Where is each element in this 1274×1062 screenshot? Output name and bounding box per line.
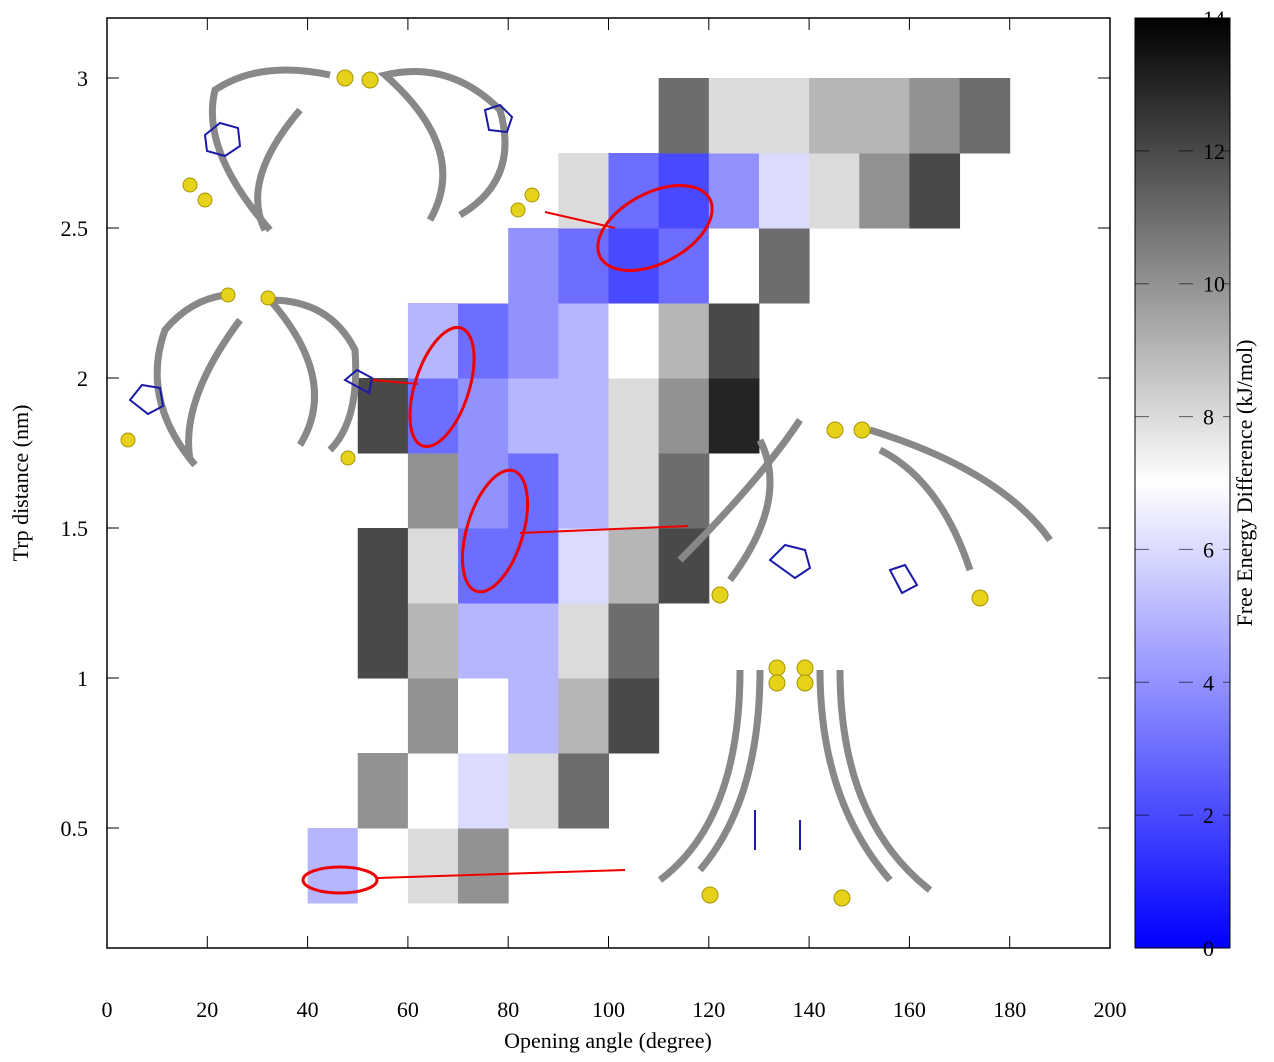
- cell: [659, 78, 710, 154]
- cell: [458, 378, 509, 454]
- cell: [558, 453, 609, 529]
- cell: [558, 603, 609, 679]
- cell: [458, 228, 509, 304]
- cell: [508, 603, 559, 679]
- cell: [609, 678, 660, 754]
- colorbar-tick-label: 8: [1203, 405, 1214, 430]
- cell: [809, 153, 860, 229]
- colorbar-tick-label: 0: [1203, 936, 1214, 961]
- y-tick-label: 3: [77, 66, 88, 91]
- colorbar-tick-label: 2: [1203, 803, 1214, 828]
- cell: [759, 228, 810, 304]
- x-tick-label: 40: [297, 997, 319, 1022]
- y-tick-label: 0.5: [61, 816, 89, 841]
- cell: [709, 78, 760, 154]
- cell: [909, 153, 960, 229]
- cell: [358, 753, 409, 829]
- cell: [558, 678, 609, 754]
- cell: [558, 753, 609, 829]
- cell: [408, 528, 459, 604]
- cell: [408, 828, 459, 904]
- x-tick-label: 100: [592, 997, 625, 1022]
- cell: [408, 753, 459, 829]
- colorbar-tick-label: 6: [1203, 537, 1214, 562]
- y-tick-label: 2.5: [61, 216, 89, 241]
- cell: [558, 378, 609, 454]
- cell: [709, 303, 760, 379]
- chart: Opening angle (degree) Trp distance (nm)…: [0, 0, 1274, 1057]
- cell: [508, 528, 559, 604]
- x-axis-label: Opening angle (degree): [504, 1028, 712, 1053]
- cell: [609, 303, 660, 379]
- cell: [859, 78, 910, 154]
- y-tick-label: 2: [77, 366, 88, 391]
- cell: [558, 303, 609, 379]
- cell: [859, 153, 910, 229]
- cell: [508, 753, 559, 829]
- cell: [709, 228, 760, 304]
- cell: [809, 78, 860, 154]
- cell: [358, 378, 409, 454]
- cell: [408, 453, 459, 529]
- y-axis-label: Trp distance (nm): [8, 405, 33, 562]
- cell: [458, 753, 509, 829]
- x-tick-label: 120: [692, 997, 725, 1022]
- x-tick-label: 0: [102, 997, 113, 1022]
- x-tick-label: 160: [893, 997, 926, 1022]
- cell: [458, 603, 509, 679]
- cell: [558, 228, 609, 304]
- y-tick-label: 1: [77, 666, 88, 691]
- x-tick-label: 180: [993, 997, 1026, 1022]
- cell: [609, 603, 660, 679]
- x-tick-label: 140: [793, 997, 826, 1022]
- cell: [508, 228, 559, 304]
- cell: [458, 678, 509, 754]
- cell: [960, 78, 1011, 154]
- cell: [659, 378, 710, 454]
- colorbar-tick-label: 14: [1203, 6, 1225, 31]
- cell: [508, 678, 559, 754]
- cell: [759, 153, 810, 229]
- cell: [508, 378, 559, 454]
- cell: [508, 303, 559, 379]
- colorbar-label: Free Energy Difference (kJ/mol): [1232, 340, 1257, 627]
- y-tick-label: 1.5: [61, 516, 89, 541]
- cell: [709, 378, 760, 454]
- cell: [659, 453, 710, 529]
- x-tick-label: 80: [497, 997, 519, 1022]
- colorbar-tick-label: 4: [1203, 670, 1214, 695]
- cell: [609, 528, 660, 604]
- colorbar-tick-label: 12: [1203, 139, 1225, 164]
- cell: [458, 828, 509, 904]
- cell: [709, 153, 760, 229]
- cell: [659, 303, 710, 379]
- cell: [458, 303, 509, 379]
- x-tick-label: 20: [196, 997, 218, 1022]
- cell: [558, 528, 609, 604]
- cell: [759, 78, 810, 154]
- cell: [609, 453, 660, 529]
- cell: [508, 453, 559, 529]
- x-tick-label: 200: [1094, 997, 1127, 1022]
- cell: [609, 378, 660, 454]
- cell: [408, 303, 459, 379]
- cell: [358, 603, 409, 679]
- x-tick-label: 60: [397, 997, 419, 1022]
- colorbar-tick-label: 10: [1203, 272, 1225, 297]
- cell: [659, 228, 710, 304]
- cell: [358, 828, 409, 904]
- cell: [408, 678, 459, 754]
- cell: [408, 603, 459, 679]
- cell: [909, 78, 960, 154]
- cell: [358, 528, 409, 604]
- heatmap: [308, 78, 1011, 904]
